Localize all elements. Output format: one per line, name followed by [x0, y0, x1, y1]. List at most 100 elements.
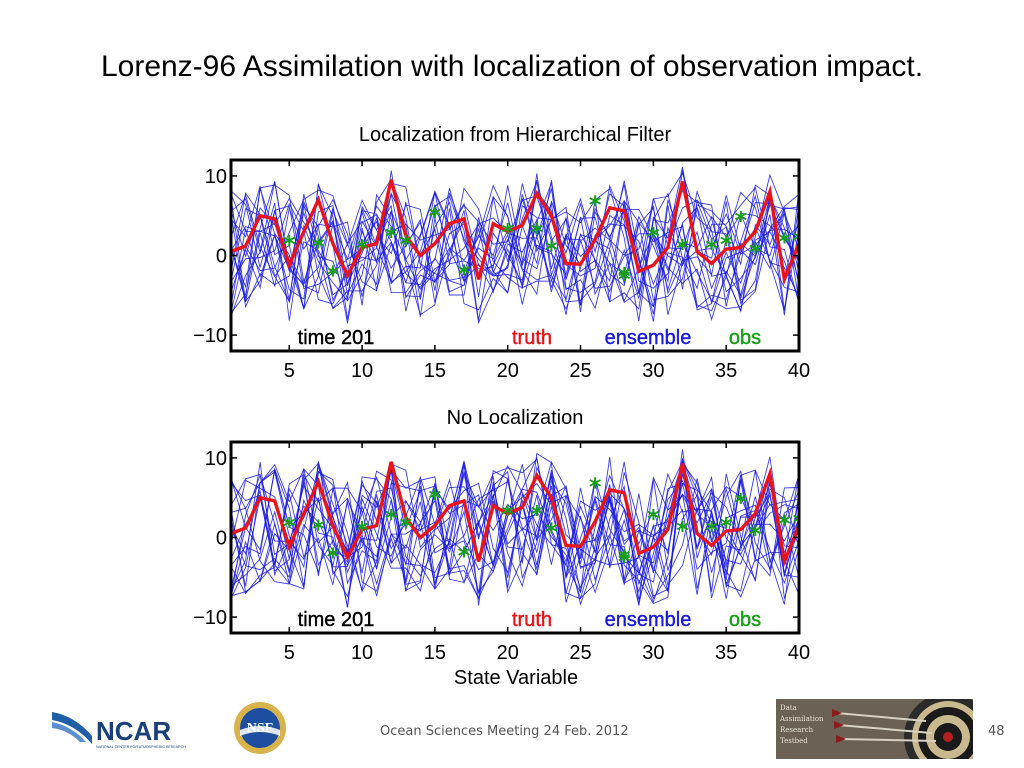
chart-2-xlabel: State Variable	[454, 667, 578, 689]
nsf-logo-text: NSF	[247, 721, 273, 736]
legend-obs: obs	[729, 609, 761, 631]
obs-point: *	[618, 544, 631, 572]
x-tick-label: 5	[284, 360, 295, 382]
ensemble-member-line	[231, 458, 799, 592]
y-tick-label: 0	[216, 528, 227, 550]
y-tick-label: 10	[205, 448, 227, 470]
ensemble-member-line	[231, 188, 799, 305]
x-tick-label: 40	[788, 642, 810, 664]
ensemble-member-line	[231, 189, 799, 313]
x-tick-label: 30	[642, 360, 664, 382]
obs-point: *	[312, 233, 325, 261]
obs-point: *	[793, 227, 806, 255]
x-tick-label: 10	[351, 642, 373, 664]
obs-point: *	[429, 485, 442, 513]
obs-point: *	[705, 235, 718, 263]
legend-truth: truth	[512, 609, 552, 631]
obs-point: *	[778, 228, 791, 256]
dart-line-2: Assimilation	[780, 715, 824, 723]
ensemble-member-line	[231, 457, 799, 600]
legend-ensemble: ensemble	[605, 327, 692, 349]
obs-point: *	[647, 223, 660, 251]
ncar-logo-subtitle: NATIONAL CENTER FOR ATMOSPHERIC RESEARCH	[96, 745, 186, 749]
obs-point: *	[589, 191, 602, 219]
obs-point: *	[720, 513, 733, 541]
obs-point: *	[545, 236, 558, 264]
obs-point: *	[749, 521, 762, 549]
ensemble-member-line	[231, 171, 799, 320]
dart-logo: Data Assimilation Research Testbed	[776, 699, 973, 759]
obs-point: *	[385, 505, 398, 533]
dart-line-3: Research	[780, 726, 814, 734]
dart-logo-text: Data Assimilation Research Testbed	[780, 703, 824, 747]
plot-clipped-layer: * *** * **** ****** * * *** * *	[231, 449, 806, 608]
obs-point: *	[734, 489, 747, 517]
ncar-logo-text: NCAR	[96, 716, 171, 746]
y-tick-label: 10	[205, 166, 227, 188]
obs-point: *	[399, 231, 412, 259]
obs-point: *	[734, 207, 747, 235]
x-tick-label: 5	[284, 642, 295, 664]
charts-canvas: Localization from Hierarchical Filter * *…	[193, 124, 810, 689]
obs-point: *	[385, 223, 398, 251]
obs-point: *	[283, 513, 296, 541]
x-tick-label: 35	[715, 642, 737, 664]
dartboard-image	[832, 699, 973, 759]
obs-point: *	[676, 517, 689, 545]
x-tick-label: 25	[569, 360, 591, 382]
obs-point: *	[676, 235, 689, 263]
obs-point: *	[618, 548, 631, 576]
obs-point: *	[531, 219, 544, 247]
obs-point: *	[749, 239, 762, 267]
truth-line	[231, 461, 799, 568]
truth-line	[231, 179, 799, 286]
footer-text: Ocean Sciences Meeting 24 Feb. 2012	[380, 724, 629, 739]
obs-point: *	[793, 509, 806, 537]
x-tick-label: 20	[497, 360, 519, 382]
chart-2-plot: * *** * **** ****** * * *** * * 5 10 15 20 25 30 35 40 10 0…	[193, 440, 810, 664]
x-tick-label: 30	[642, 642, 664, 664]
obs-point: *	[545, 518, 558, 546]
obs-point: *	[705, 517, 718, 545]
obs-point: *	[501, 501, 514, 529]
slide-title: Lorenz-96 Assimilation with localization…	[100, 50, 924, 83]
obs-point: *	[429, 203, 442, 231]
nsf-logo: NSF	[234, 702, 286, 754]
y-tick-label: 0	[216, 246, 227, 268]
legend-truth: truth	[512, 327, 552, 349]
ensemble-member-line	[231, 179, 799, 325]
ensemble-member-line	[231, 449, 799, 604]
obs-point: *	[327, 261, 340, 289]
obs-point: *	[283, 231, 296, 259]
x-tick-label: 20	[497, 642, 519, 664]
obs-point: *	[778, 510, 791, 538]
ensemble-member-line	[231, 180, 799, 305]
dart-line-1: Data	[780, 704, 797, 712]
y-tick-label: −10	[193, 325, 227, 347]
obs-point: *	[458, 260, 471, 288]
obs-point: *	[356, 517, 369, 545]
legend-obs: obs	[729, 327, 761, 349]
ensemble-member-line	[231, 462, 799, 597]
x-tick-label: 10	[351, 360, 373, 382]
ensemble-member-line	[231, 456, 799, 598]
x-tick-label: 15	[424, 360, 446, 382]
obs-point: *	[618, 266, 631, 294]
obs-point: *	[647, 505, 660, 533]
ensemble-member-line	[231, 460, 799, 606]
x-tick-label: 15	[424, 642, 446, 664]
ensemble-member-line	[231, 458, 799, 600]
obs-point: *	[501, 219, 514, 247]
legend-ensemble: ensemble	[605, 609, 692, 631]
obs-point: *	[312, 515, 325, 543]
ensemble-member-line	[231, 473, 799, 600]
obs-point: *	[327, 543, 340, 571]
obs-point: *	[531, 501, 544, 529]
x-tick-label: 40	[788, 360, 810, 382]
ensemble-member-line	[231, 185, 799, 309]
obs-point: *	[720, 231, 733, 259]
ensemble-member-line	[231, 467, 799, 592]
obs-point: *	[618, 262, 631, 290]
obs-point: *	[356, 235, 369, 263]
x-tick-label: 25	[569, 642, 591, 664]
